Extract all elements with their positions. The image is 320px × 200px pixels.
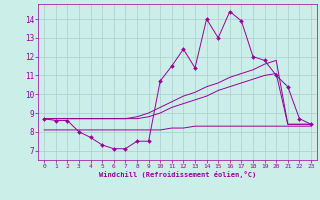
- X-axis label: Windchill (Refroidissement éolien,°C): Windchill (Refroidissement éolien,°C): [99, 171, 256, 178]
